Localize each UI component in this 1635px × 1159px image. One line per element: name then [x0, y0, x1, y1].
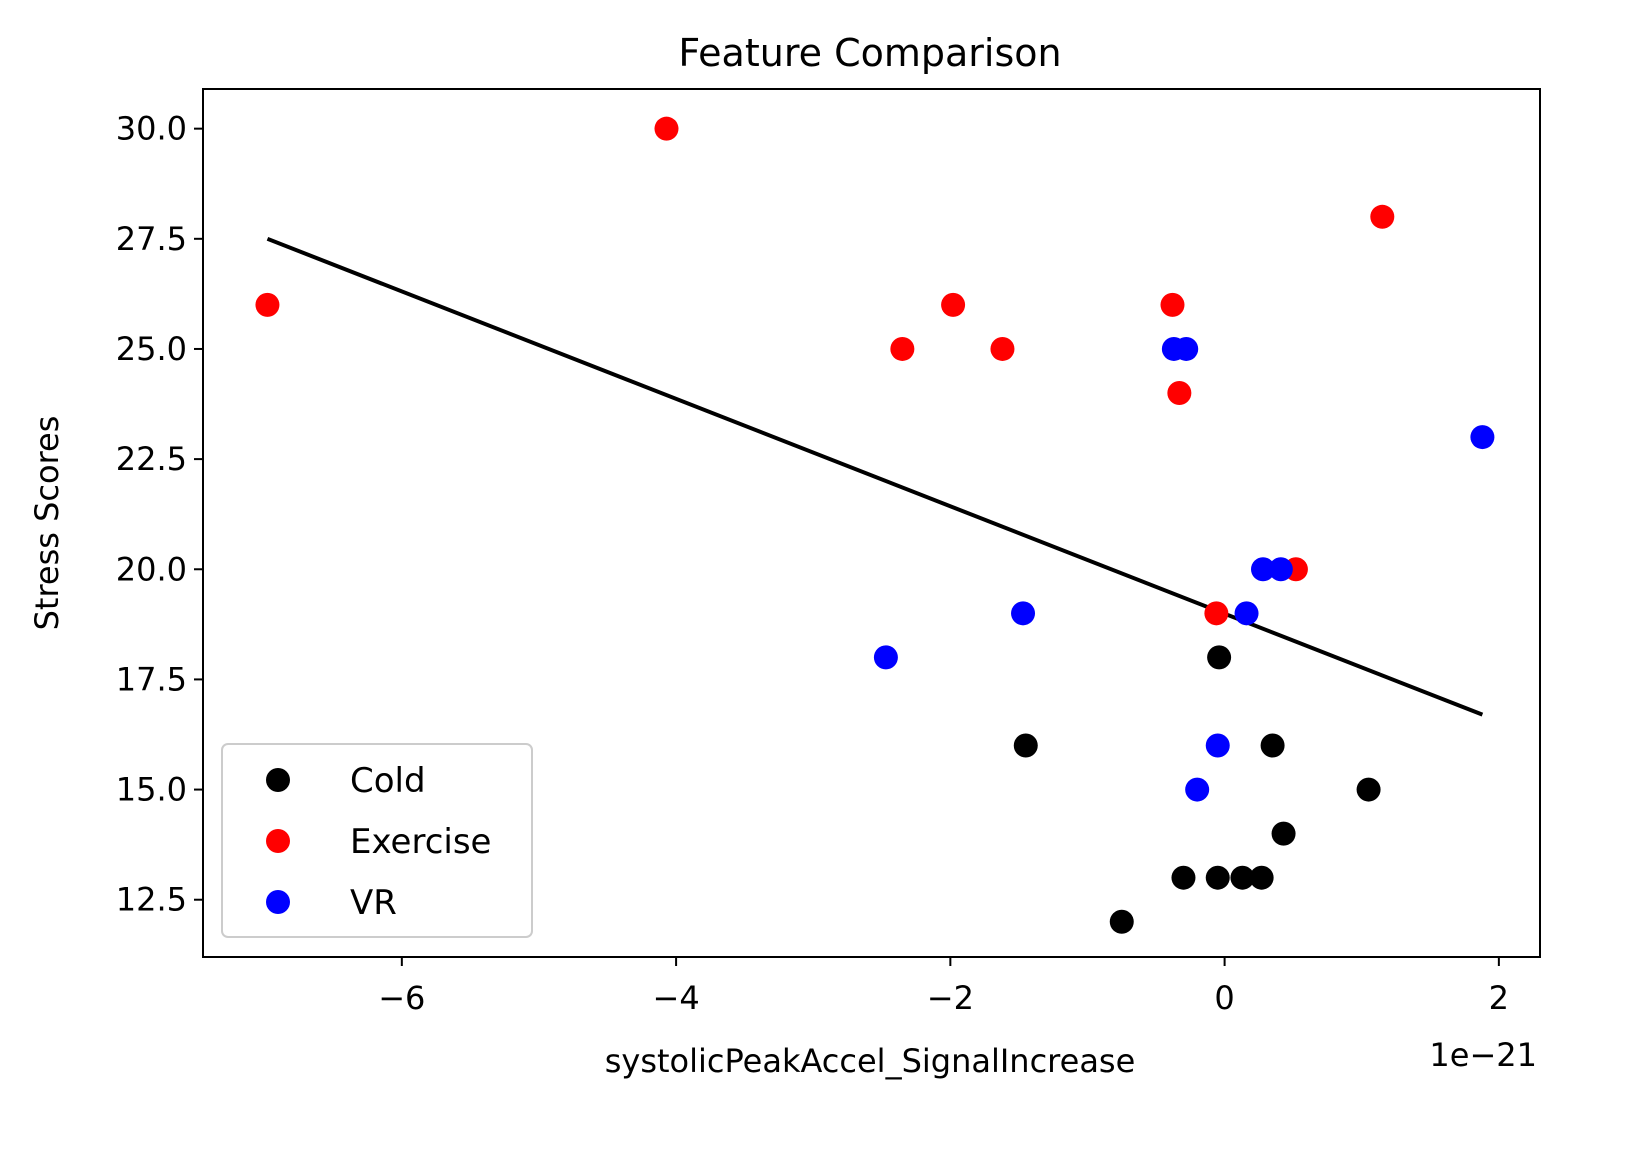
y-axis-label: Stress Scores [28, 416, 66, 631]
point-vr-7 [873, 645, 898, 670]
point-vr-9 [1185, 777, 1210, 802]
x-tick-label: −6 [378, 979, 425, 1017]
legend-label-vr: VR [350, 883, 397, 923]
point-exercise-8 [1204, 601, 1229, 626]
point-vr-3 [1251, 557, 1276, 582]
legend-marker-exercise [266, 829, 290, 853]
x-tick-label: 2 [1489, 979, 1509, 1017]
point-cold-2 [1260, 733, 1285, 758]
point-exercise-6 [1160, 292, 1185, 317]
chart-title: Feature Comparison [678, 31, 1061, 75]
y-tick-label: 12.5 [116, 881, 187, 919]
legend-marker-vr [266, 890, 290, 914]
point-vr-4 [1268, 557, 1293, 582]
y-tick-label: 30.0 [116, 110, 187, 148]
trendline [266, 236, 1484, 717]
point-exercise-7 [1167, 381, 1192, 406]
point-exercise-1 [654, 116, 679, 141]
point-cold-4 [1271, 821, 1296, 846]
y-tick-label: 25.0 [116, 330, 187, 368]
plot-marks [255, 116, 1495, 934]
plot-area-frame [202, 88, 1541, 958]
y-tick-label: 15.0 [116, 771, 187, 809]
point-vr-5 [1234, 601, 1259, 626]
y-tick-label: 22.5 [116, 440, 187, 478]
point-cold-9 [1109, 909, 1134, 934]
point-cold-6 [1205, 865, 1230, 890]
point-cold-8 [1249, 865, 1274, 890]
legend-label-cold: Cold [350, 761, 426, 801]
y-tick-label: 20.0 [116, 550, 187, 588]
point-cold-0 [1013, 733, 1038, 758]
point-exercise-4 [941, 292, 966, 317]
legend: Cold Exercise VR [221, 743, 533, 938]
point-cold-5 [1171, 865, 1196, 890]
point-exercise-3 [890, 336, 915, 361]
point-vr-8 [1205, 733, 1230, 758]
legend-frame [221, 743, 533, 938]
x-axis: −6 −4 −2 0 2 [378, 957, 1509, 1017]
legend-marker-cold [266, 768, 290, 792]
y-axis: 12.5 15.0 17.5 20.0 22.5 25.0 27.5 30.0 [116, 110, 203, 919]
x-axis-label: systolicPeakAccel_SignalIncrease [605, 1042, 1136, 1080]
legend-label-exercise: Exercise [350, 822, 491, 862]
x-tick-label: 0 [1214, 979, 1234, 1017]
point-exercise-5 [990, 336, 1015, 361]
point-cold-1 [1207, 645, 1232, 670]
point-cold-7 [1230, 865, 1255, 890]
point-vr-1 [1174, 336, 1199, 361]
point-vr-6 [1011, 601, 1036, 626]
point-exercise-0 [255, 292, 280, 317]
x-tick-label: −4 [653, 979, 700, 1017]
y-tick-label: 27.5 [116, 220, 187, 258]
y-tick-label: 17.5 [116, 660, 187, 698]
x-tick-label: −2 [927, 979, 974, 1017]
point-exercise-2 [1370, 204, 1395, 229]
x-axis-offset-label: 1e−21 [1429, 1036, 1537, 1074]
point-cold-3 [1356, 777, 1381, 802]
point-vr-2 [1470, 425, 1495, 450]
